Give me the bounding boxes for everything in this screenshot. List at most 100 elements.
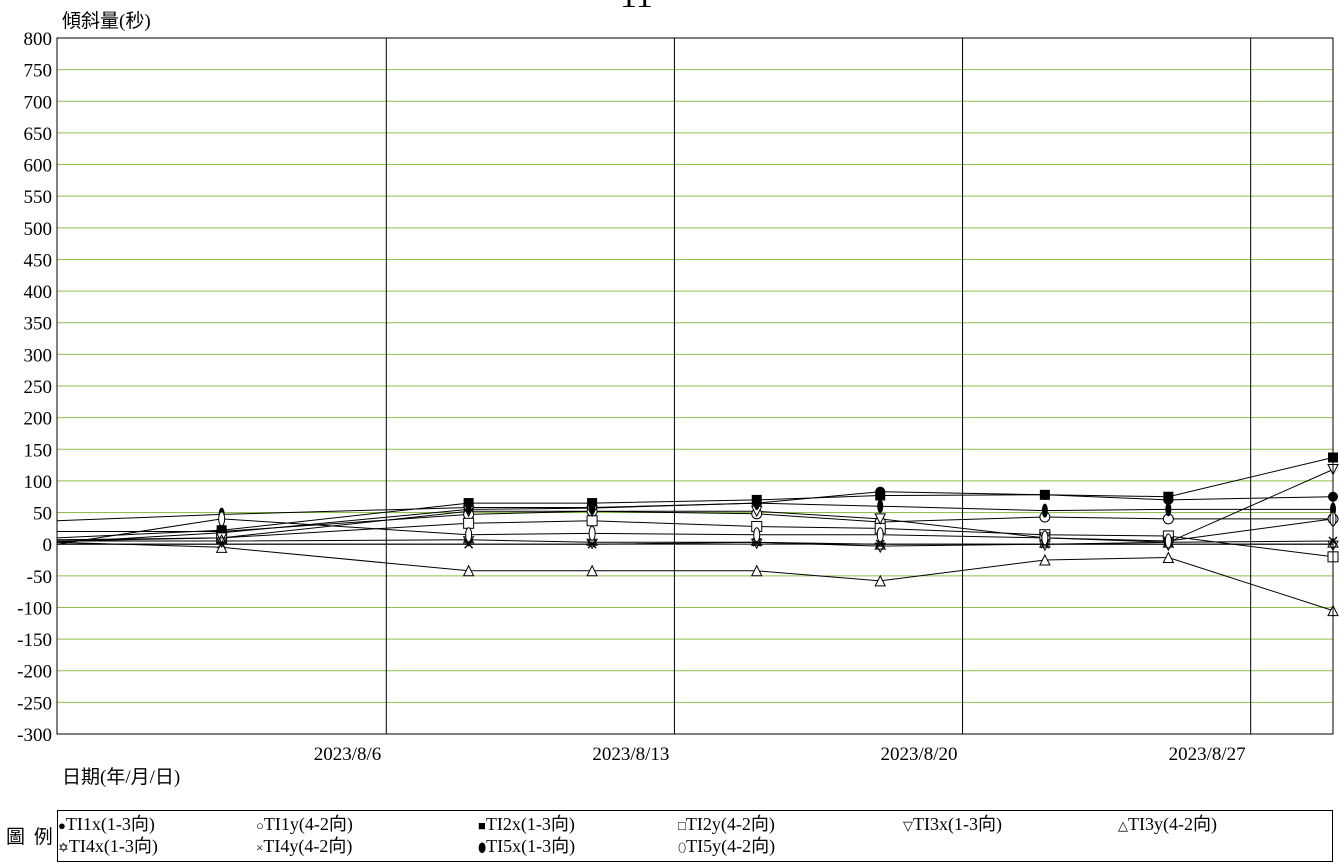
legend-item: ▽TI3x(1-3向) [903, 813, 1002, 837]
y-tick-label: -200 [17, 662, 52, 683]
series-markers [215, 452, 1339, 617]
legend-marker-icon: ⬯ [678, 840, 687, 855]
data-point [217, 539, 227, 549]
legend-marker-icon: ⬮ [478, 840, 487, 855]
data-point [463, 517, 475, 529]
legend: ●TI1x(1-3向) ○TI1y(4-2向) ■TI2x(1-3向) □TI2y(4… [57, 810, 1333, 862]
data-point [753, 527, 761, 543]
y-tick-label: 500 [24, 219, 53, 240]
y-tick-label: 800 [24, 29, 53, 50]
legend-marker-icon: ○ [256, 818, 264, 833]
legend-label: TI2y(4-2向) [685, 814, 775, 834]
series-line [56, 520, 1334, 558]
legend-label: TI5x(1-3向) [486, 836, 576, 856]
legend-marker-icon: ✡ [58, 840, 69, 855]
legend-item: ⬯TI5y(4-2向) [678, 835, 775, 859]
y-tick-label: -50 [27, 567, 52, 588]
plot-frame [56, 37, 1334, 735]
y-tick-label: 650 [24, 124, 53, 145]
y-tick-label: 100 [24, 472, 53, 493]
data-point [874, 513, 887, 525]
legend-label: TI4x(1-3向) [68, 836, 158, 856]
legend-item: □TI2y(4-2向) [678, 813, 775, 837]
legend-title: 圖 例 [6, 827, 55, 848]
data-point [586, 564, 598, 577]
x-tick-label: 2023/8/20 [880, 744, 957, 765]
data-point [750, 535, 763, 546]
data-point [753, 496, 760, 511]
legend-item: ○TI1y(4-2向) [256, 813, 353, 837]
legend-item: ■TI2x(1-3向) [478, 813, 575, 837]
series-line [56, 541, 1334, 612]
y-tick-label: -100 [17, 598, 52, 619]
x-tick-label: 2023/8/13 [592, 744, 669, 765]
y-tick-label: 700 [24, 92, 53, 113]
legend-label: TI3x(1-3向) [913, 814, 1002, 834]
data-point [875, 490, 886, 501]
y-tick-label: 550 [24, 187, 53, 208]
data-point [588, 525, 596, 541]
y-tick-label: -250 [17, 693, 52, 714]
data-point [1041, 530, 1049, 546]
y-tick-label: 450 [24, 250, 53, 271]
data-point [464, 539, 474, 549]
line-chart: 8007507006506005505004504003503002502001… [17, 29, 1339, 765]
data-point [1162, 551, 1175, 563]
y-tick-label: -150 [17, 630, 52, 651]
y-tick-label: 150 [24, 440, 53, 461]
legend-marker-icon: ▽ [903, 818, 913, 833]
data-point [1163, 491, 1174, 502]
date-gridlines [385, 38, 1252, 734]
y-tick-label: 50 [33, 504, 52, 525]
data-point [875, 539, 885, 549]
y-tick-label: 750 [24, 61, 53, 82]
legend-item: ×TI4y(4-2向) [256, 835, 352, 859]
legend-item: △TI3y(4-2向) [1118, 813, 1217, 837]
legend-label: TI5y(4-2向) [686, 836, 776, 856]
y-tick-label: 0 [43, 535, 53, 556]
y-tick-labels: 8007507006506005505004504003503002502001… [17, 29, 52, 746]
x-tick-labels: 2023/8/6 2023/8/13 2023/8/20 2023/8/27 [314, 744, 1246, 765]
legend-label: TI4y(4-2向) [263, 836, 353, 856]
data-point [589, 500, 596, 515]
data-point [1041, 503, 1048, 518]
legend-label: TI2x(1-3向) [485, 814, 575, 834]
legend-label: TI1y(4-2向) [263, 814, 353, 834]
legend-marker-icon: □ [678, 818, 686, 833]
data-point [216, 525, 227, 536]
y-tick-label: -300 [17, 725, 52, 746]
data-point [874, 539, 887, 550]
series-line [56, 457, 1334, 539]
data-point [587, 539, 597, 549]
data-point [1039, 553, 1051, 566]
legend-item: ●TI1x(1-3向) [58, 813, 155, 837]
y-tick-label: 200 [24, 409, 53, 430]
legend-label: TI1x(1-3向) [65, 814, 155, 834]
legend-marker-icon: × [256, 840, 264, 855]
y-axis-label: 傾斜量(秒) [62, 11, 151, 32]
data-point [876, 527, 884, 543]
y-tick-label: 600 [24, 156, 53, 177]
data-point [877, 499, 884, 514]
data-point [874, 574, 887, 587]
legend-label: TI3y(4-2向) [1128, 814, 1217, 834]
data-point [218, 511, 226, 527]
legend-marker-icon: ■ [478, 818, 486, 833]
grid-lines [57, 37, 1333, 735]
x-tick-label: 2023/8/27 [1169, 744, 1246, 765]
x-tick-label: 2023/8/6 [314, 744, 382, 765]
chart-title: 11 [620, 0, 653, 16]
y-tick-label: 300 [24, 345, 53, 366]
data-point [465, 500, 472, 515]
data-point [462, 564, 475, 577]
series-line [57, 510, 1333, 532]
y-tick-label: 400 [24, 282, 53, 303]
data-point [1039, 489, 1050, 500]
data-point [1165, 502, 1172, 517]
legend-marker-icon: ● [58, 818, 66, 833]
y-tick-label: 350 [24, 314, 53, 335]
legend-item: ✡TI4x(1-3向) [58, 835, 158, 859]
y-tick-label: 250 [24, 377, 53, 398]
data-point [465, 527, 473, 543]
data-point [750, 564, 763, 577]
